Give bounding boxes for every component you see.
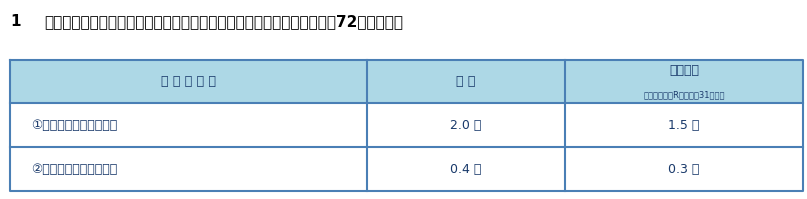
- Text: 0.4 ％: 0.4 ％: [450, 163, 482, 176]
- Text: ①　所有権の移転の登記: ① 所有権の移転の登記: [31, 119, 117, 132]
- Text: 1: 1: [10, 14, 21, 29]
- Text: （適用期限：R８．３．31まで）: （適用期限：R８．３．31まで）: [643, 91, 725, 100]
- Text: 2.0 ％: 2.0 ％: [450, 119, 482, 132]
- Text: ②　所有権の信託の登記: ② 所有権の信託の登記: [31, 163, 117, 176]
- Text: 1.5 ％: 1.5 ％: [668, 119, 700, 132]
- Text: 0.3 ％: 0.3 ％: [668, 163, 700, 176]
- Bar: [10, 60, 803, 103]
- Bar: [10, 103, 803, 147]
- Bar: [10, 147, 803, 191]
- Text: 登 記 の 種 類: 登 記 の 種 類: [161, 75, 216, 88]
- Text: 軽減措置: 軽減措置: [669, 64, 699, 77]
- Text: 土地の売買による所有権の移転登記等の税率の軽減（租税特別措置法第72条第１項）: 土地の売買による所有権の移転登記等の税率の軽減（租税特別措置法第72条第１項）: [44, 14, 404, 29]
- Text: 本 則: 本 則: [457, 75, 476, 88]
